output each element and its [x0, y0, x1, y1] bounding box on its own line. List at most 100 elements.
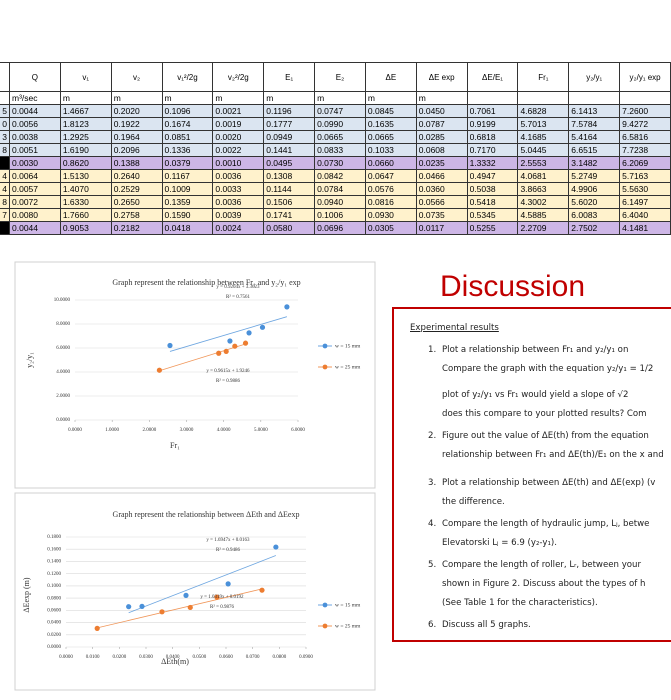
- item-line: the difference.: [442, 497, 505, 507]
- header-cell: v₁: [59, 62, 112, 92]
- x-tick-label: 0.0800: [272, 655, 286, 660]
- point: [284, 304, 290, 310]
- point: [225, 581, 231, 587]
- legend-label: w = 15 mm: [335, 343, 361, 349]
- table-cell: 0.5418: [466, 195, 519, 209]
- legend-marker: [322, 602, 328, 608]
- x-tick-label: 0.0200: [112, 655, 126, 660]
- header-cell: Fr₁: [517, 62, 570, 92]
- y-tick-label: 0.0600: [47, 608, 61, 613]
- discussion-title: Discussion: [440, 270, 586, 303]
- table-cell: 0.0057: [9, 182, 61, 196]
- x-tick-label: 0.0300: [139, 655, 153, 660]
- trendline: [128, 555, 277, 614]
- point: [183, 592, 189, 598]
- y-tick-label: 0.1000: [47, 584, 61, 589]
- table-cell: 0.0379: [161, 156, 214, 170]
- x-tick-label: 0.0700: [246, 655, 260, 660]
- y-tick-label: 10.0000: [54, 298, 71, 303]
- table-cell: 0.0816: [364, 195, 417, 209]
- x-tick-label: 0.0900: [299, 655, 313, 660]
- table-cell: 1.2925: [59, 130, 112, 144]
- table-row: 5 0.0044 1.4667 0.2020 0.1096 0.0021 0.1196 0.0…: [0, 104, 671, 118]
- item-line: Figure out the value of ΔE(th) from the …: [442, 431, 649, 441]
- chart-frame: [14, 261, 376, 489]
- legend-label: w = 25 mm: [335, 364, 361, 370]
- trend-equation: y = 1.6947x + 0.0163: [206, 538, 250, 543]
- table-cell: 5.0445: [517, 143, 570, 157]
- y-tick-label: 0.0400: [47, 621, 61, 626]
- unit-cell: m: [415, 91, 468, 105]
- table-cell: 4.3002: [517, 195, 570, 209]
- table-cell: 0.2529: [110, 182, 163, 196]
- x-tick-label: 1.0000: [105, 428, 119, 433]
- item-line: Plot a relationship between Fr₁ and y₂/y…: [442, 345, 629, 355]
- y-tick-label: 0.0000: [47, 645, 61, 650]
- x-axis-label: Fr₁: [170, 441, 180, 450]
- point: [232, 343, 238, 349]
- list-item: 4. Compare the length of hydraulic jump, …: [428, 515, 671, 553]
- header-cell: y₂/y₁: [568, 62, 621, 92]
- item-line: Elevatorski Lⱼ = 6.9 (y₂-y₁).: [442, 538, 557, 548]
- table-row: 0.0030 0.8620 0.1388 0.0379 0.0010 0.0495 0.07…: [0, 156, 671, 170]
- header-cell: v₂: [110, 62, 163, 92]
- table-cell: 7.2600: [619, 104, 671, 118]
- list-item: 5. Compare the length of roller, Lᵣ, betw…: [428, 556, 671, 613]
- trend-equation: y = 0.9204x + 3.3623: [216, 285, 260, 290]
- discussion-box: Experimental results 1. Plot a relationsh…: [392, 307, 671, 642]
- x-tick-label: 3.0000: [180, 428, 194, 433]
- table-cell: 0.0235: [415, 156, 468, 170]
- chart-title: Graph represent the relationship between…: [113, 510, 300, 519]
- table-cell: 0.0418: [161, 221, 214, 235]
- unit-cell: m: [161, 91, 214, 105]
- table-cell: 1.7660: [59, 208, 112, 222]
- header-cell: E₁: [263, 62, 316, 92]
- table-cell: 0.1922: [110, 117, 163, 131]
- table-cell: 0.0064: [9, 169, 61, 183]
- table-cell: 0.0024: [212, 221, 265, 235]
- item-number: 6.: [428, 620, 437, 630]
- item-line: plot of y₂/y₁ vs Fr₁ would yield a slope…: [442, 390, 629, 400]
- point: [94, 625, 100, 631]
- table-cell: 0.9199: [466, 117, 519, 131]
- y-axis-label: ΔEexp (m): [22, 577, 31, 612]
- table-cell: 1.5130: [59, 169, 112, 183]
- item-number: 2.: [428, 431, 437, 441]
- table-cell: 0.1388: [110, 156, 163, 170]
- table-cell: 0.0787: [415, 117, 468, 131]
- x-tick-label: 0.0400: [166, 655, 180, 660]
- x-tick-label: 2.0000: [142, 428, 156, 433]
- table-cell: 0.1964: [110, 130, 163, 144]
- y-tick-label: 0.0200: [47, 633, 61, 638]
- list-item: 1. Plot a relationship between Fr₁ and y₂…: [428, 341, 671, 424]
- table-cell: 6.0083: [568, 208, 621, 222]
- y-tick-label: 2.0000: [56, 394, 70, 399]
- table-cell: 0.5038: [466, 182, 519, 196]
- trend-r2: R² = 0.9486: [216, 547, 240, 553]
- table-cell: 4.9906: [568, 182, 621, 196]
- point: [216, 350, 222, 356]
- table-cell: 0.0990: [314, 117, 366, 131]
- table-cell: 0.0305: [364, 221, 417, 235]
- trend-equation: y = 0.9615x + 1.9246: [206, 369, 250, 374]
- table-cell: 1.4667: [59, 104, 112, 118]
- table-cell: 0.7061: [466, 104, 519, 118]
- list-item: 6. Discuss all 5 graphs.: [428, 616, 671, 635]
- table-row: 7 0.0080 1.7660 0.2758 0.1590 0.0039 0.1741 0.1…: [0, 208, 671, 222]
- table-cell: 0.2640: [110, 169, 163, 183]
- trend-r2: R² = 0.9886: [216, 378, 240, 384]
- table-cell: 0.0450: [415, 104, 468, 118]
- point: [214, 594, 220, 600]
- table-cell: 0.0080: [9, 208, 61, 222]
- x-tick-label: 0.0600: [219, 655, 233, 660]
- table-cell: 0.0019: [212, 117, 265, 131]
- table-cell: 0.0747: [314, 104, 366, 118]
- point: [156, 367, 163, 373]
- unit-cell: m: [212, 91, 265, 105]
- unit-cell: m: [59, 91, 112, 105]
- table-cell: 0.0466: [415, 169, 468, 183]
- table-cell: 0.0930: [364, 208, 417, 222]
